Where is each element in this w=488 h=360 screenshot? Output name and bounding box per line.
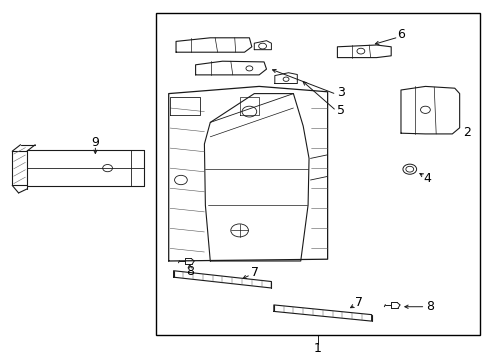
- Text: 2: 2: [463, 126, 470, 139]
- Text: 9: 9: [91, 136, 99, 149]
- Text: 4: 4: [422, 172, 430, 185]
- Text: 1: 1: [313, 342, 321, 355]
- Text: 7: 7: [355, 296, 363, 309]
- Text: 8: 8: [185, 265, 193, 278]
- Text: 8: 8: [426, 300, 433, 313]
- Text: 6: 6: [396, 28, 404, 41]
- Text: 3: 3: [337, 86, 345, 99]
- Text: 7: 7: [251, 266, 259, 279]
- Bar: [155, 13, 479, 335]
- Text: 5: 5: [337, 104, 345, 117]
